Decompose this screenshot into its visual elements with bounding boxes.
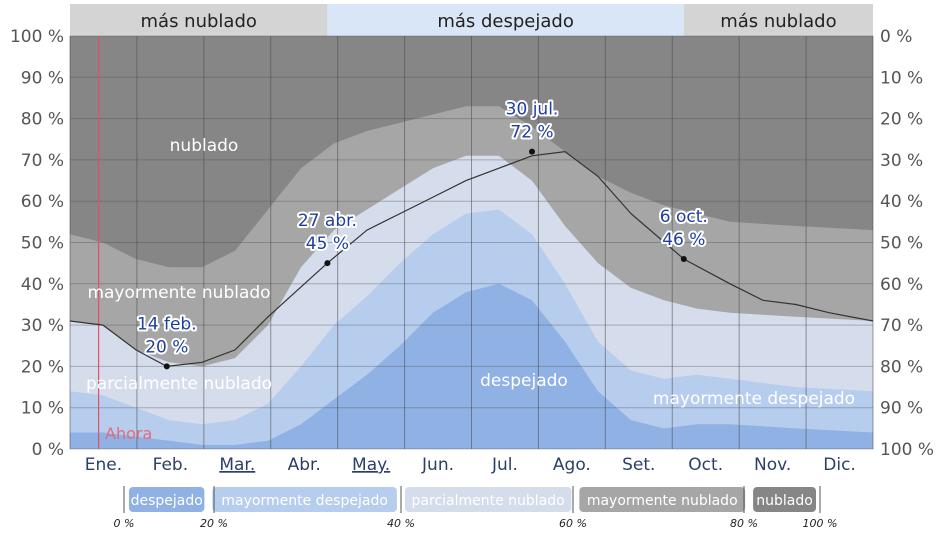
month-abr: Abr. <box>288 455 321 475</box>
annotation-point-3 <box>680 256 687 263</box>
right-tick-7: 30 % <box>880 151 923 171</box>
legend-percent-5: 100 % <box>803 517 838 530</box>
season-bar: más nublado más despejado más nublado <box>70 4 873 36</box>
legend-percent-3: 60 % <box>559 517 587 530</box>
legend-percent-2: 40 % <box>387 517 415 530</box>
season-block-2 <box>683 4 873 36</box>
left-tick-10: 100 % <box>10 27 64 47</box>
month-may: May. <box>352 455 390 475</box>
month-mar: Mar. <box>219 455 255 475</box>
clear-line <box>69 150 874 368</box>
legend-label-nublado: nublado <box>756 493 813 509</box>
season-label-1: más despejado <box>437 11 574 32</box>
month-jun: Jun. <box>421 455 454 475</box>
legend-swatch-mayormente-nublado <box>579 487 746 512</box>
season-label-0: más nublado <box>141 11 257 32</box>
legend-swatch-despejado <box>129 487 205 512</box>
legend-swatch-parcialmente-nublado <box>404 487 572 512</box>
right-tick-5: 50 % <box>880 234 923 254</box>
month-jul: Jul. <box>491 455 518 475</box>
annotation-date-2: 30 jul. <box>506 100 559 120</box>
annotations: 14 feb. 20 % 27 abr. 45 % 30 jul. 72 % 6 oct. 4… <box>135 98 710 370</box>
legend-percent-4: 80 % <box>730 517 758 530</box>
month-oct: Oct. <box>688 455 723 475</box>
legend-swatch-mayormente-despejado <box>212 487 397 512</box>
grid <box>69 35 874 450</box>
left-tick-0: 0 % <box>32 440 64 460</box>
left-tick-6: 60 % <box>21 192 64 212</box>
band-label-mayormente-nublado: mayormente nublado <box>87 283 270 303</box>
legend-swatch-nublado <box>753 487 816 512</box>
right-tick-2: 80 % <box>880 357 923 377</box>
month-ene: Ene. <box>85 455 122 475</box>
left-tick-5: 50 % <box>21 234 64 254</box>
month-set: Set. <box>622 455 655 475</box>
left-tick-9: 90 % <box>21 68 64 88</box>
left-tick-4: 40 % <box>21 275 64 295</box>
annotation-date-1: 27 abr. <box>298 211 357 231</box>
band-label-parcialmente-nublado: parcialmente nublado <box>86 374 272 394</box>
band-label-nublado: nublado <box>170 136 239 156</box>
legend-percent-1: 20 % <box>200 517 228 530</box>
left-tick-2: 20 % <box>21 357 64 377</box>
annotation-value-0: 20 % <box>145 337 188 357</box>
right-tick-1: 90 % <box>880 399 923 419</box>
legend-label-despejado: despejado <box>131 493 203 509</box>
legend-label-mayormente-nublado: mayormente nublado <box>587 493 738 509</box>
month-dic: Dic. <box>823 455 856 475</box>
clear-line-path <box>69 150 874 368</box>
legend-label-mayormente-despejado: mayormente despejado <box>221 493 387 509</box>
legend: despejado mayormente despejado parcialment… <box>114 486 838 530</box>
left-tick-7: 70 % <box>21 151 64 171</box>
legend-percent-0: 0 % <box>114 517 135 530</box>
season-label-2: más nublado <box>720 11 836 32</box>
annotation-point-1 <box>324 260 331 267</box>
annotation-value-2: 72 % <box>510 123 553 143</box>
annotation-value-3: 46 % <box>662 230 705 250</box>
month-nov: Nov. <box>754 455 791 475</box>
month-feb: Feb. <box>153 455 189 475</box>
left-tick-1: 10 % <box>21 399 64 419</box>
right-tick-0: 100 % <box>880 440 934 460</box>
annotation-value-1: 45 % <box>306 234 349 254</box>
right-tick-9: 10 % <box>880 68 923 88</box>
left-tick-3: 30 % <box>21 316 64 336</box>
left-tick-8: 80 % <box>21 110 64 130</box>
now-label: Ahora <box>105 424 152 443</box>
legend-label-parcialmente-nublado: parcialmente nublado <box>412 493 565 509</box>
right-tick-3: 70 % <box>880 316 923 336</box>
annotation-point-0 <box>163 363 170 370</box>
band-label-despejado: despejado <box>480 371 568 391</box>
annotation-point-2 <box>529 148 535 155</box>
annotation-date-0: 14 feb. <box>137 314 197 334</box>
month-ago: Ago. <box>553 455 591 475</box>
axes: 0 % 10 % 20 % 30 % 40 % 50 % 60 % 70 % 80 % 90 % 1… <box>10 27 934 475</box>
season-block-1 <box>327 4 684 36</box>
season-block-0 <box>70 4 328 36</box>
right-tick-8: 20 % <box>880 110 923 130</box>
band-labels: nublado mayormente nublado parcialmente … <box>86 136 855 443</box>
right-tick-6: 40 % <box>880 192 923 212</box>
band-label-mayormente-despejado: mayormente despejado <box>653 389 855 409</box>
right-tick-10: 0 % <box>880 27 912 47</box>
right-tick-4: 60 % <box>880 275 923 295</box>
annotation-date-3: 6 oct. <box>660 207 708 227</box>
